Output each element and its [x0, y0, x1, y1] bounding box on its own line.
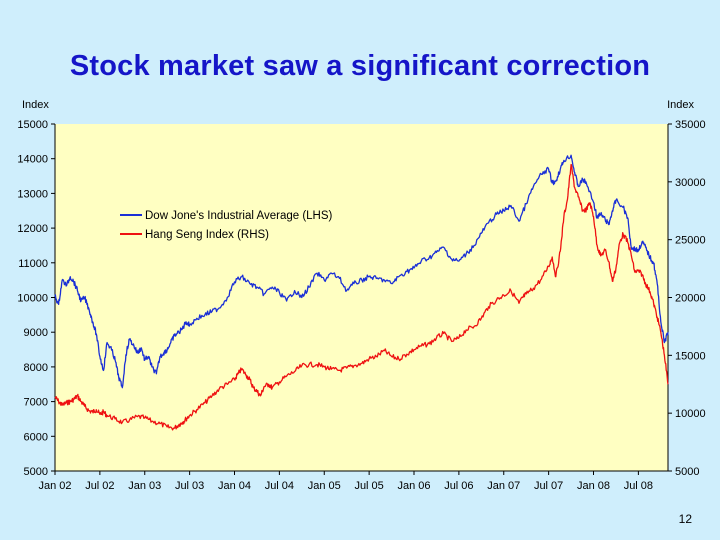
left-tick-label: 13000: [17, 188, 48, 200]
plot-area: [55, 124, 668, 471]
right-axis-label: Index: [667, 99, 694, 111]
series-line-dow: [54, 154, 669, 389]
x-tick-label: Jul 02: [85, 480, 114, 492]
page-number: 12: [678, 512, 692, 526]
left-tick-label: 9000: [24, 327, 48, 339]
x-tick-label: Jan 07: [487, 480, 520, 492]
right-tick-label: 35000: [675, 119, 706, 131]
left-tick-label: 6000: [24, 431, 48, 443]
legend-label-dow: Dow Jone's Industrial Average (LHS): [145, 210, 333, 222]
left-tick-label: 12000: [17, 223, 48, 235]
x-tick-label: Jan 06: [397, 480, 430, 492]
x-tick-label: Jul 08: [624, 480, 653, 492]
right-tick-label: 15000: [675, 350, 706, 362]
left-tick-label: 5000: [24, 466, 48, 478]
slide-title: Stock market saw a significant correctio…: [69, 50, 651, 82]
legend: Dow Jone's Industrial Average (LHS) Hang…: [120, 210, 333, 241]
left-tick-label: 15000: [17, 119, 48, 131]
legend-label-hsi: Hang Seng Index (RHS): [145, 229, 269, 241]
x-tick-label: Jul 04: [265, 480, 294, 492]
left-axis-label: Index: [22, 99, 49, 111]
x-tick-label: Jan 02: [38, 480, 71, 492]
right-tick-label: 10000: [675, 408, 706, 420]
x-tick-label: Jan 08: [577, 480, 610, 492]
x-tick-label: Jan 05: [308, 480, 341, 492]
series-line-hsi: [54, 163, 669, 431]
left-tick-label: 7000: [24, 397, 48, 409]
left-tick-label: 8000: [24, 362, 48, 374]
x-tick-label: Jul 03: [175, 480, 204, 492]
x-tick-label: Jul 05: [354, 480, 383, 492]
left-tick-label: 14000: [17, 154, 48, 166]
x-tick-label: Jul 06: [444, 480, 473, 492]
x-tick-label: Jul 07: [534, 480, 563, 492]
right-tick-label: 5000: [675, 466, 699, 478]
right-tick-label: 25000: [675, 235, 706, 247]
x-tick-label: Jan 04: [218, 480, 251, 492]
right-tick-label: 30000: [675, 177, 706, 189]
x-tick-label: Jan 03: [128, 480, 161, 492]
right-tick-label: 20000: [675, 293, 706, 305]
left-tick-label: 11000: [18, 258, 48, 270]
left-tick-label: 10000: [17, 293, 48, 305]
